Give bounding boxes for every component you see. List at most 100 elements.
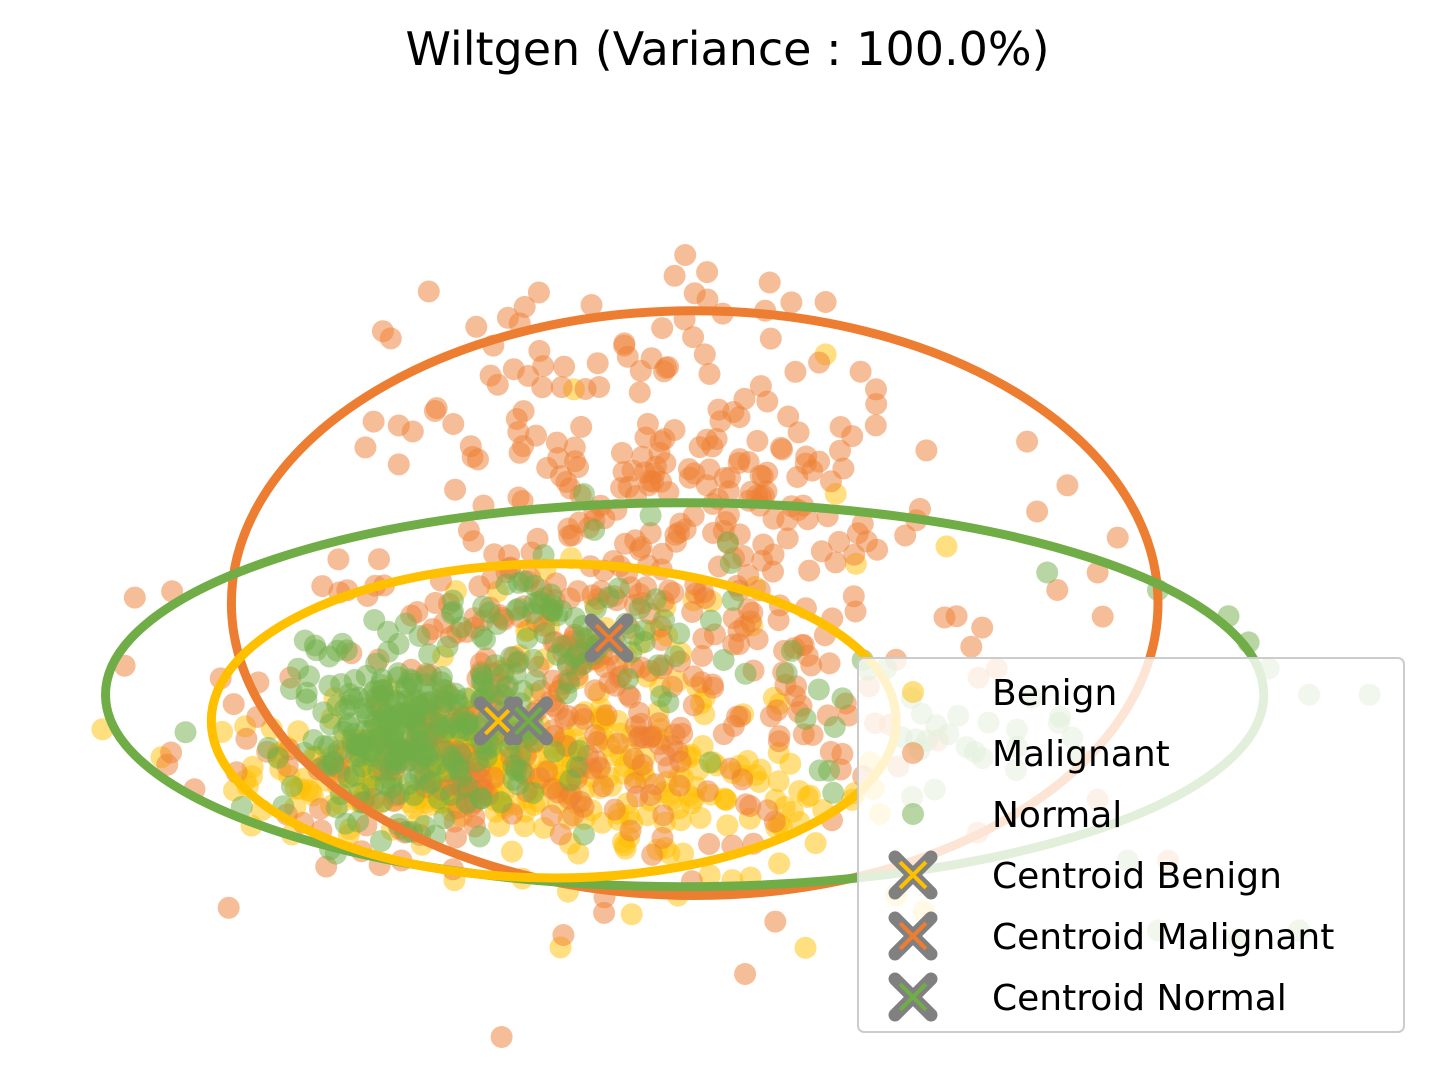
data-point bbox=[657, 756, 680, 779]
data-point bbox=[1016, 430, 1039, 453]
data-point bbox=[1036, 561, 1059, 584]
data-point bbox=[295, 681, 318, 704]
data-point bbox=[412, 743, 435, 766]
data-point bbox=[746, 429, 769, 452]
data-point bbox=[804, 832, 827, 855]
legend-swatch bbox=[902, 681, 924, 703]
data-point bbox=[728, 406, 751, 429]
data-point bbox=[311, 575, 334, 598]
data-point bbox=[628, 597, 651, 620]
data-point bbox=[759, 327, 782, 350]
data-point bbox=[647, 654, 669, 677]
data-point bbox=[691, 644, 714, 667]
data-point bbox=[357, 705, 380, 728]
data-point bbox=[641, 843, 664, 866]
data-point bbox=[767, 770, 790, 793]
data-point bbox=[739, 795, 762, 817]
data-point bbox=[507, 650, 530, 673]
data-point bbox=[1056, 474, 1079, 497]
data-point bbox=[1026, 500, 1049, 523]
data-point bbox=[682, 665, 705, 688]
data-point bbox=[771, 438, 794, 461]
data-point bbox=[701, 673, 724, 696]
data-point bbox=[945, 605, 968, 628]
data-point bbox=[530, 593, 552, 615]
data-point bbox=[653, 608, 675, 631]
data-point bbox=[780, 639, 803, 662]
data-point bbox=[698, 864, 721, 887]
data-point bbox=[628, 381, 651, 404]
data-point bbox=[433, 807, 456, 830]
data-point bbox=[823, 716, 846, 738]
data-point bbox=[849, 360, 872, 383]
data-point bbox=[617, 667, 639, 690]
data-point bbox=[552, 924, 575, 946]
centroid-normal bbox=[504, 696, 554, 746]
data-point bbox=[442, 600, 464, 623]
data-point bbox=[915, 439, 938, 462]
data-point bbox=[644, 588, 667, 611]
data-point bbox=[565, 756, 588, 778]
data-point bbox=[672, 842, 695, 865]
data-point bbox=[669, 716, 692, 739]
data-point bbox=[636, 412, 659, 435]
data-point bbox=[387, 414, 410, 437]
data-point bbox=[626, 785, 649, 808]
data-point bbox=[580, 294, 603, 316]
data-point bbox=[682, 326, 705, 349]
data-point bbox=[1106, 526, 1129, 549]
data-point bbox=[293, 629, 316, 652]
data-point bbox=[551, 635, 574, 658]
data-point bbox=[408, 625, 431, 647]
data-point bbox=[445, 826, 467, 849]
data-point bbox=[734, 963, 757, 985]
data-point bbox=[693, 343, 716, 366]
data-point bbox=[698, 362, 721, 385]
data-point bbox=[664, 645, 686, 668]
data-points bbox=[91, 244, 1381, 1048]
data-point bbox=[668, 622, 691, 645]
data-point bbox=[462, 530, 485, 553]
data-point bbox=[550, 599, 573, 622]
data-point bbox=[354, 436, 377, 459]
data-point bbox=[222, 693, 245, 716]
data-point bbox=[478, 601, 501, 624]
data-point bbox=[512, 570, 535, 593]
data-point bbox=[631, 753, 654, 776]
data-point bbox=[550, 465, 572, 488]
data-point bbox=[513, 295, 536, 318]
data-point bbox=[322, 752, 345, 775]
legend-swatch bbox=[888, 850, 938, 900]
data-point bbox=[531, 376, 554, 399]
data-point bbox=[667, 521, 690, 544]
data-point bbox=[756, 461, 779, 484]
data-point bbox=[257, 736, 280, 759]
data-point bbox=[633, 619, 656, 642]
data-point bbox=[620, 903, 643, 926]
data-point bbox=[843, 543, 866, 566]
data-point bbox=[629, 539, 652, 561]
data-point bbox=[807, 678, 830, 701]
centroid-malignant bbox=[584, 613, 634, 663]
data-point bbox=[717, 531, 739, 554]
data-point bbox=[448, 756, 471, 779]
data-point bbox=[584, 679, 607, 702]
data-point bbox=[365, 652, 388, 675]
data-point bbox=[614, 837, 637, 860]
data-point bbox=[486, 373, 509, 396]
data-point bbox=[731, 768, 754, 791]
data-point bbox=[524, 669, 547, 692]
data-point bbox=[522, 781, 545, 804]
data-point bbox=[652, 804, 675, 827]
data-point bbox=[694, 587, 716, 609]
data-point bbox=[371, 320, 394, 343]
data-point bbox=[586, 352, 609, 375]
data-point bbox=[631, 445, 654, 468]
data-point bbox=[501, 840, 523, 863]
data-point bbox=[842, 585, 865, 608]
data-point bbox=[440, 783, 462, 806]
data-point bbox=[160, 741, 183, 764]
data-point bbox=[570, 703, 593, 726]
data-point bbox=[717, 480, 740, 503]
data-point bbox=[798, 559, 821, 582]
